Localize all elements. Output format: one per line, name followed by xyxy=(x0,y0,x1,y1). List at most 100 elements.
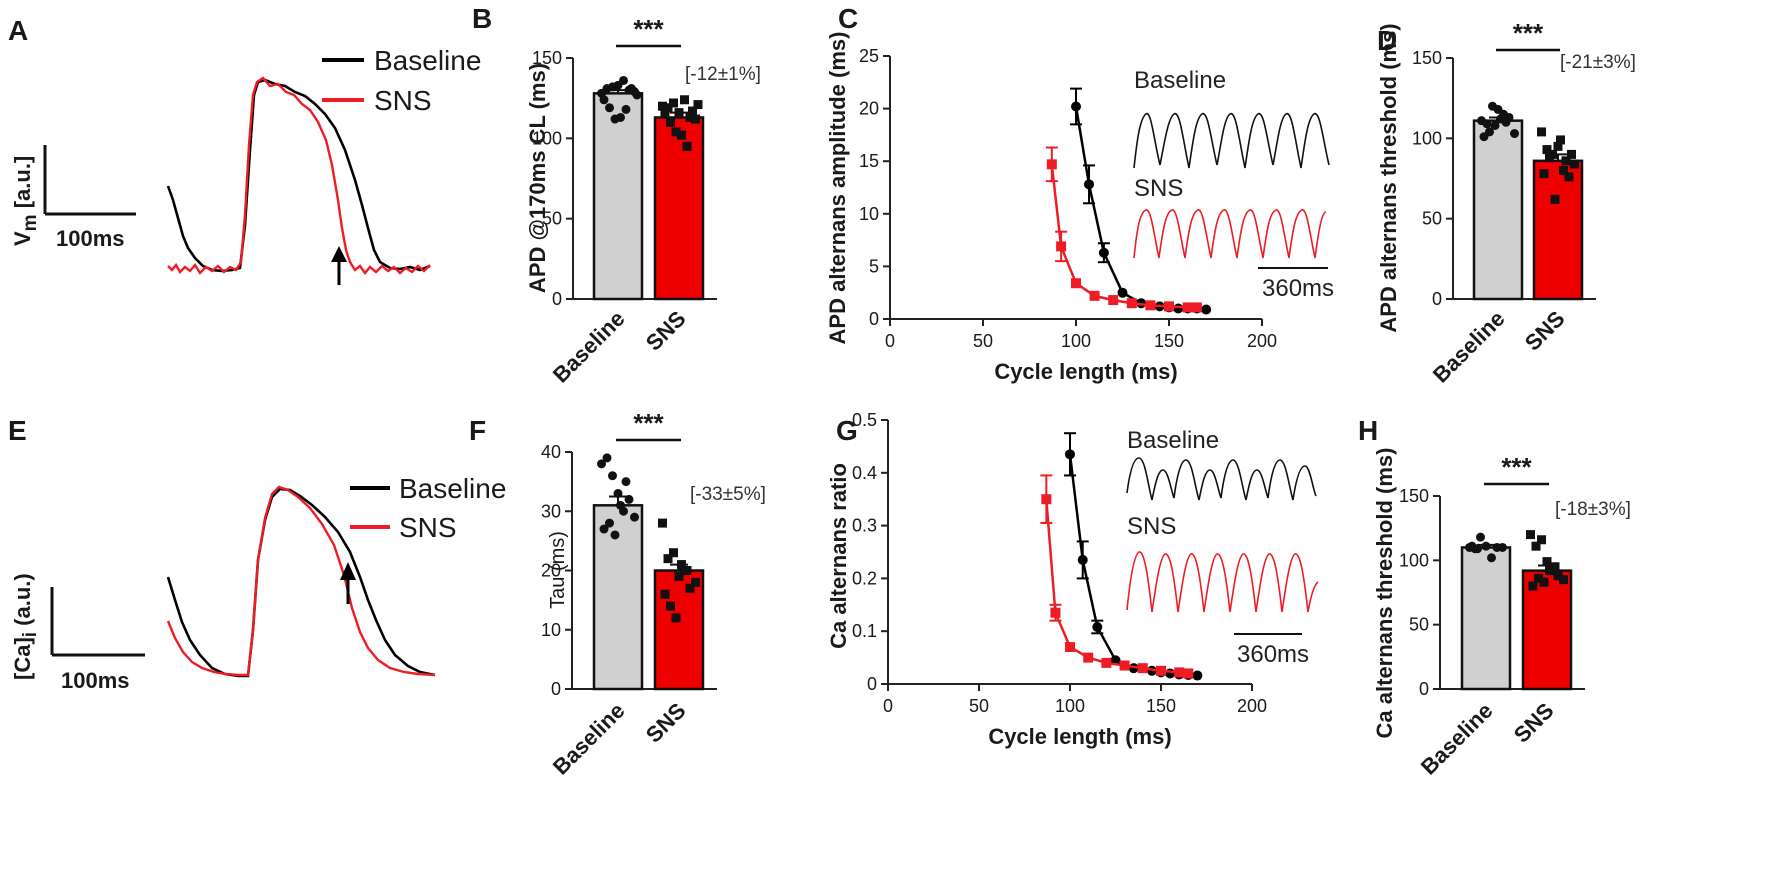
data-point xyxy=(605,103,614,113)
inset-c-baseline-trace xyxy=(1133,113,1330,169)
series-line xyxy=(1045,499,1189,675)
data-point xyxy=(1498,542,1507,552)
data-point xyxy=(1570,159,1579,169)
inset-g-sns-label: SNS xyxy=(1127,513,1176,540)
data-point xyxy=(1487,553,1496,563)
y-tick-label: 100 xyxy=(1412,128,1442,148)
significance-stars: *** xyxy=(633,14,664,44)
y-tick-label: 0.3 xyxy=(852,516,877,536)
y-tick-label: 25 xyxy=(859,46,879,66)
data-point xyxy=(1083,652,1094,663)
data-point xyxy=(1098,247,1109,258)
significance-stars: *** xyxy=(633,408,664,438)
data-point xyxy=(1473,544,1482,554)
y-tick-label: 5 xyxy=(869,256,879,276)
bar-baseline xyxy=(1460,546,1512,691)
x-axis-label: Cycle length (ms) xyxy=(988,724,1171,749)
data-point xyxy=(613,488,623,498)
data-point xyxy=(1550,194,1560,204)
data-point xyxy=(610,530,620,540)
data-point xyxy=(677,560,686,570)
y-axis-label: Ca alternans threshold (ms) xyxy=(1372,448,1397,739)
y-tick-label: 20 xyxy=(541,561,561,581)
category-label: SNS xyxy=(1509,698,1559,748)
data-point xyxy=(1476,532,1485,542)
series-sns xyxy=(1040,474,1194,679)
y-axis-label: Tau (ms) xyxy=(547,531,569,609)
bar-baseline xyxy=(592,92,644,301)
data-point xyxy=(1526,530,1535,540)
data-point xyxy=(1192,670,1203,681)
category-label: SNS xyxy=(1520,306,1570,356)
data-point xyxy=(621,477,631,487)
trace-a-sns xyxy=(167,76,431,275)
data-point xyxy=(1101,657,1112,668)
y-tick-label: 0.5 xyxy=(852,410,877,430)
y-tick-label: 50 xyxy=(542,209,562,229)
category-label: SNS xyxy=(641,698,691,748)
bar-chart-d: D 0 50 100 150 APD alternans threshold (ms) Ba… xyxy=(1376,18,1636,388)
data-point xyxy=(1542,557,1552,567)
data-point xyxy=(1173,303,1184,314)
y-tick-label: 50 xyxy=(1422,209,1442,229)
y-tick-label: 0 xyxy=(551,679,561,699)
bar-baseline xyxy=(1472,119,1524,301)
x-tick-label: 150 xyxy=(1154,331,1184,351)
data-point xyxy=(1561,156,1571,166)
data-point xyxy=(632,90,642,100)
panel-label-d: D xyxy=(1377,25,1397,56)
data-point xyxy=(1183,668,1194,679)
data-point xyxy=(658,518,667,528)
legend-e-sns: SNS xyxy=(399,512,457,543)
data-point xyxy=(1201,304,1212,315)
bar-sns xyxy=(653,116,705,301)
data-point xyxy=(1556,135,1565,145)
panel-label-e: E xyxy=(8,415,27,446)
data-point xyxy=(1182,302,1193,313)
panel-a: A Vm [a.u.] 100ms Baseline SNS xyxy=(8,15,481,285)
category-label: SNS xyxy=(641,306,691,356)
data-point xyxy=(1481,541,1491,551)
data-point xyxy=(1485,127,1494,137)
data-point xyxy=(1071,101,1081,112)
panel-c-inset: Baseline SNS 360ms xyxy=(1133,67,1334,302)
x-tick-label: 0 xyxy=(883,696,893,716)
data-point xyxy=(1559,165,1568,175)
inset-g-baseline-label: Baseline xyxy=(1127,427,1219,454)
data-point xyxy=(1545,153,1554,163)
inset-g-scale-label: 360ms xyxy=(1237,641,1309,668)
ca-axis-label: [Ca]i (a.u.) xyxy=(10,573,41,680)
data-point xyxy=(1191,302,1202,313)
panel-e: E [Ca]i (a.u.) 100ms Baseline SNS xyxy=(8,415,506,693)
bar-sns xyxy=(653,569,705,691)
data-point xyxy=(1174,667,1185,678)
panel-label-f: F xyxy=(469,415,486,446)
panel-g-inset: Baseline SNS 360ms xyxy=(1126,427,1319,668)
data-point xyxy=(660,109,670,119)
y-tick-label: 100 xyxy=(532,128,562,148)
x-tick-label: 150 xyxy=(1146,696,1176,716)
data-point xyxy=(1077,554,1088,565)
data-point xyxy=(660,589,670,599)
series-line xyxy=(1050,164,1197,309)
series-baseline xyxy=(1064,432,1203,681)
percent-change-annotation: [-33±5%] xyxy=(690,484,766,505)
panel-label-g: G xyxy=(836,415,858,446)
data-point xyxy=(1553,141,1563,151)
inset-g-baseline-trace xyxy=(1126,457,1317,501)
data-point xyxy=(1534,573,1543,583)
inset-c-sns-trace xyxy=(1133,209,1327,259)
x-tick-label: 50 xyxy=(969,696,989,716)
bar-sns xyxy=(1532,159,1584,301)
data-point xyxy=(599,95,609,105)
data-point xyxy=(685,112,695,122)
data-point xyxy=(1050,607,1061,618)
y-axis-label: APD alternans threshold (ms) xyxy=(1376,23,1401,332)
data-point xyxy=(669,98,678,108)
data-point xyxy=(1539,577,1549,587)
data-point xyxy=(1046,159,1057,170)
data-point xyxy=(619,75,628,85)
data-point xyxy=(1089,290,1100,301)
data-point xyxy=(1550,562,1560,572)
scale-bar-label-e: 100ms xyxy=(61,668,130,693)
